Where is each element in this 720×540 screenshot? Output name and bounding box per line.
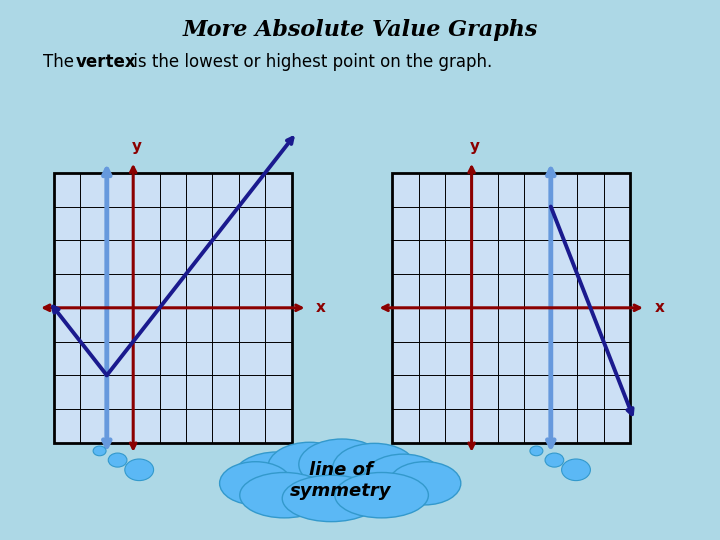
Ellipse shape	[240, 472, 329, 518]
Bar	[54, 173, 292, 443]
Circle shape	[93, 446, 106, 456]
Text: line of
symmetry: line of symmetry	[290, 461, 391, 500]
Text: x: x	[316, 300, 326, 315]
Bar	[392, 173, 630, 443]
Circle shape	[562, 459, 590, 481]
Ellipse shape	[233, 452, 322, 504]
Circle shape	[125, 459, 153, 481]
Circle shape	[108, 453, 127, 467]
Text: The: The	[43, 53, 79, 71]
Text: More Absolute Value Graphs: More Absolute Value Graphs	[182, 19, 538, 41]
Text: vertex: vertex	[76, 53, 136, 71]
Ellipse shape	[268, 442, 351, 492]
Text: x: x	[654, 300, 665, 315]
Text: is the lowest or highest point on the graph.: is the lowest or highest point on the gr…	[128, 53, 492, 71]
Ellipse shape	[364, 454, 443, 502]
Text: y: y	[132, 139, 142, 154]
Ellipse shape	[220, 462, 292, 505]
Ellipse shape	[389, 462, 461, 505]
Circle shape	[545, 453, 564, 467]
Circle shape	[530, 446, 543, 456]
Ellipse shape	[299, 439, 385, 490]
Ellipse shape	[335, 472, 428, 518]
Text: y: y	[470, 139, 480, 154]
Ellipse shape	[282, 475, 380, 522]
Ellipse shape	[333, 443, 416, 493]
